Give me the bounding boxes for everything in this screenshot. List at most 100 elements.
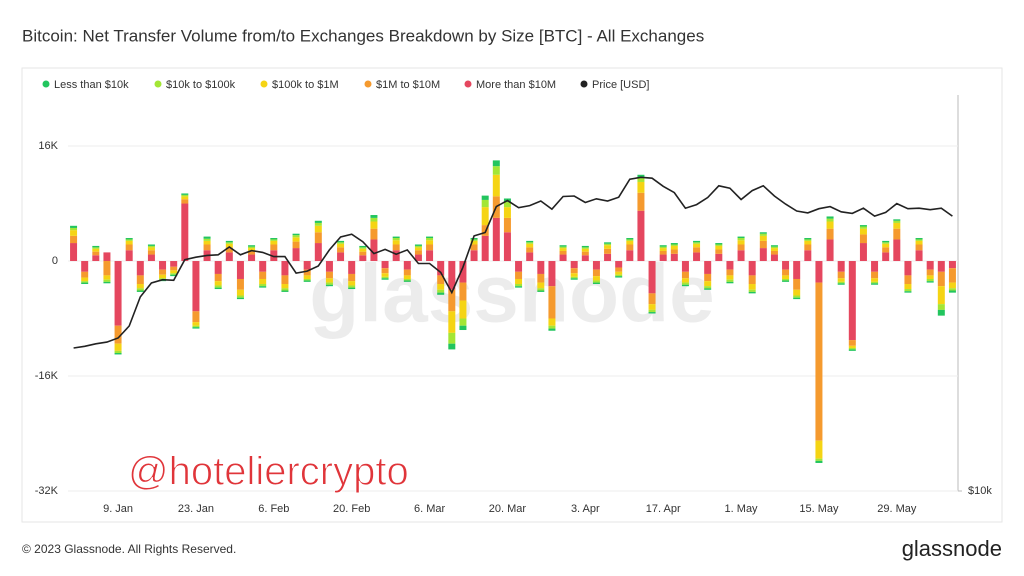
bar-segment — [481, 235, 489, 262]
bar-segment — [715, 244, 723, 246]
bar-segment — [637, 174, 645, 178]
bar-segment — [170, 273, 178, 275]
bar-segment — [537, 290, 545, 292]
bar-segment — [937, 286, 945, 305]
bar-segment — [659, 245, 667, 247]
bar-segment — [303, 275, 311, 279]
bar-segment — [526, 242, 534, 244]
bar-segment — [859, 226, 867, 229]
bar-segment — [604, 253, 612, 262]
bar-segment — [448, 332, 456, 344]
bar-segment — [559, 246, 567, 249]
bar-segment — [726, 275, 734, 280]
bar-segment — [414, 247, 422, 251]
bar-segment — [670, 244, 678, 246]
bar-segment — [937, 261, 945, 272]
bar-segment — [871, 283, 879, 285]
legend-label: $1M to $10M — [376, 79, 440, 91]
bar-segment — [737, 238, 745, 241]
bar-segment — [125, 244, 133, 251]
bar-segment — [281, 261, 289, 276]
bar-segment — [125, 240, 133, 245]
bar-segment — [848, 349, 856, 351]
bar-segment — [370, 217, 378, 222]
bar-segment — [159, 274, 167, 279]
bar-segment — [515, 261, 523, 272]
bar-segment — [125, 238, 133, 240]
bar-segment — [615, 271, 623, 275]
bar-segment — [314, 232, 322, 244]
bar-segment — [159, 269, 167, 275]
bar-segment — [604, 245, 612, 249]
legend-label: Less than $10k — [54, 79, 129, 91]
bar-segment — [403, 275, 411, 279]
bar-segment — [926, 269, 934, 276]
bar-segment — [804, 238, 812, 240]
bar-segment — [871, 261, 879, 272]
bar-segment — [937, 304, 945, 310]
bar-segment — [604, 248, 612, 254]
bar-segment — [726, 269, 734, 276]
bar-segment — [448, 261, 456, 290]
bar-segment — [481, 199, 489, 208]
bar-segment — [359, 245, 367, 248]
bar-segment — [325, 278, 333, 283]
bar-segment — [348, 273, 356, 282]
bar-segment — [837, 261, 845, 272]
chart-panel — [21, 67, 1003, 523]
bar-segment — [948, 261, 956, 269]
bar-segment — [292, 235, 300, 238]
bar-segment — [804, 244, 812, 251]
bar-segment — [359, 255, 367, 262]
bar-segment — [348, 285, 356, 288]
bar-segment — [459, 318, 467, 326]
bar-segment — [770, 250, 778, 255]
bar-segment — [236, 297, 244, 300]
bar-segment — [381, 276, 389, 279]
bar-segment — [136, 290, 144, 292]
bar-segment — [693, 247, 701, 253]
bar-segment — [904, 284, 912, 290]
bar-segment — [159, 261, 167, 270]
bar-segment — [370, 221, 378, 229]
bar-segment — [225, 242, 233, 244]
bar-segment — [626, 238, 634, 240]
bar-segment — [92, 255, 100, 262]
bar-segment — [515, 278, 523, 285]
x-tick-label: 3. Apr — [571, 503, 600, 515]
bar-segment — [81, 281, 89, 283]
bar-segment — [904, 289, 912, 292]
bar-segment — [637, 210, 645, 262]
bar-segment — [192, 311, 200, 323]
bar-segment — [459, 300, 467, 319]
bar-segment — [570, 268, 578, 274]
bar-segment — [581, 245, 589, 248]
bar-segment — [759, 232, 767, 234]
bar-segment — [537, 282, 545, 289]
bar-segment — [136, 284, 144, 289]
bar-segment — [114, 325, 122, 344]
bar-segment — [270, 250, 278, 262]
bar-segment — [337, 240, 345, 243]
bar-segment — [871, 271, 879, 279]
x-tick-label: 9. Jan — [103, 503, 133, 515]
bar-segment — [359, 248, 367, 252]
bar-segment — [693, 240, 701, 243]
bar-segment — [492, 217, 500, 262]
bar-segment — [748, 289, 756, 292]
bar-segment — [559, 245, 567, 247]
bar-segment — [570, 276, 578, 279]
bar-segment — [414, 245, 422, 248]
bar-segment — [581, 247, 589, 249]
bar-segment — [359, 247, 367, 249]
bar-segment — [737, 244, 745, 251]
bar-segment — [136, 275, 144, 285]
bar-segment — [915, 240, 923, 245]
y-tick-label: 16K — [38, 140, 58, 152]
bar-segment — [103, 252, 111, 262]
bar-segment — [848, 347, 856, 350]
bar-segment — [292, 241, 300, 249]
bar-segment — [348, 281, 356, 286]
bar-segment — [92, 245, 100, 248]
bar-segment — [281, 284, 289, 289]
